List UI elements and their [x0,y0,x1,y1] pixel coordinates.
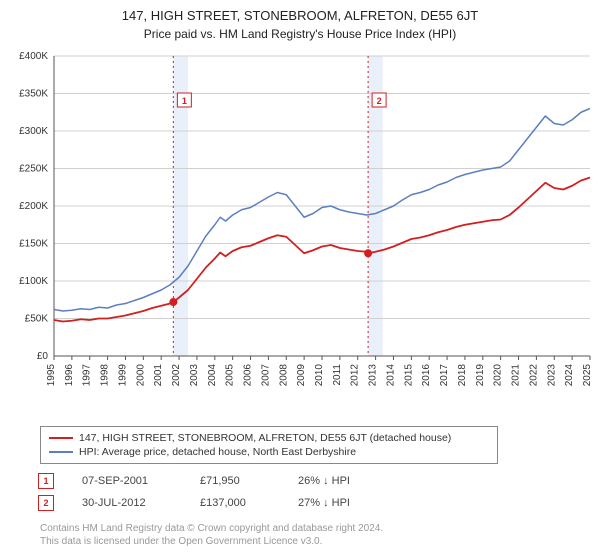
svg-text:£50K: £50K [25,314,49,325]
svg-text:2: 2 [377,96,382,106]
svg-text:2024: 2024 [564,364,575,387]
svg-text:2006: 2006 [243,364,254,387]
svg-text:1995: 1995 [46,364,57,387]
chart-container: 147, HIGH STREET, STONEBROOM, ALFRETON, … [0,0,600,560]
svg-text:2003: 2003 [189,364,200,387]
chart-title: 147, HIGH STREET, STONEBROOM, ALFRETON, … [0,0,600,23]
svg-text:2007: 2007 [260,364,271,387]
sale-date: 07-SEP-2001 [82,475,172,487]
svg-text:2011: 2011 [332,364,343,386]
svg-text:2016: 2016 [421,364,432,387]
svg-text:£100K: £100K [19,276,48,287]
svg-text:1999: 1999 [117,364,128,387]
legend-label: 147, HIGH STREET, STONEBROOM, ALFRETON, … [79,432,451,444]
svg-text:1996: 1996 [64,364,75,387]
legend-swatch [49,437,73,439]
svg-text:2018: 2018 [457,364,468,387]
legend: 147, HIGH STREET, STONEBROOM, ALFRETON, … [40,426,498,464]
sale-marker-icon: 2 [38,495,54,511]
svg-text:2005: 2005 [225,364,236,387]
svg-text:2015: 2015 [403,364,414,387]
svg-text:1: 1 [182,96,187,106]
sales-table: 1 07-SEP-2001 £71,950 26% ↓ HPI 2 30-JUL… [38,470,378,514]
svg-text:£200K: £200K [19,201,48,212]
svg-text:2013: 2013 [368,364,379,387]
sale-marker-icon: 1 [38,473,54,489]
legend-label: HPI: Average price, detached house, Nort… [79,446,356,458]
svg-text:2020: 2020 [493,364,504,387]
legend-swatch [49,451,73,453]
svg-text:£250K: £250K [19,164,48,175]
footer-line: This data is licensed under the Open Gov… [40,535,383,548]
svg-text:2010: 2010 [314,364,325,387]
legend-item: HPI: Average price, detached house, Nort… [49,445,489,459]
sale-price: £137,000 [200,497,270,509]
svg-text:1997: 1997 [82,364,93,387]
svg-text:2002: 2002 [171,364,182,387]
svg-text:2000: 2000 [135,364,146,387]
svg-text:2025: 2025 [582,364,593,387]
sale-pct: 27% ↓ HPI [298,497,378,509]
sale-row: 2 30-JUL-2012 £137,000 27% ↓ HPI [38,492,378,514]
sale-pct: 26% ↓ HPI [298,475,378,487]
footer-line: Contains HM Land Registry data © Crown c… [40,522,383,535]
svg-text:£350K: £350K [19,89,48,100]
svg-text:£0: £0 [37,351,49,362]
svg-text:£400K: £400K [19,51,48,62]
svg-text:2008: 2008 [278,364,289,387]
svg-text:£300K: £300K [19,126,48,137]
svg-text:2017: 2017 [439,364,450,387]
svg-text:2012: 2012 [350,364,361,387]
chart-subtitle: Price paid vs. HM Land Registry's House … [0,23,600,47]
line-chart: £0 £50K £100K £150K £200K £250K £300K £350K £400… [0,46,600,416]
svg-text:2021: 2021 [511,364,522,387]
svg-text:2009: 2009 [296,364,307,387]
svg-text:£150K: £150K [19,239,48,250]
svg-text:2023: 2023 [546,364,557,387]
svg-text:1998: 1998 [100,364,111,387]
sale-date: 30-JUL-2012 [82,497,172,509]
svg-text:2019: 2019 [475,364,486,387]
svg-text:2022: 2022 [528,364,539,387]
svg-text:2014: 2014 [385,364,396,387]
svg-text:2001: 2001 [153,364,164,387]
footer-attribution: Contains HM Land Registry data © Crown c… [40,522,383,548]
chart-area: £0 £50K £100K £150K £200K £250K £300K £350K £400… [0,46,600,416]
sale-price: £71,950 [200,475,270,487]
sale-row: 1 07-SEP-2001 £71,950 26% ↓ HPI [38,470,378,492]
legend-item: 147, HIGH STREET, STONEBROOM, ALFRETON, … [49,431,489,445]
svg-text:2004: 2004 [207,364,218,387]
